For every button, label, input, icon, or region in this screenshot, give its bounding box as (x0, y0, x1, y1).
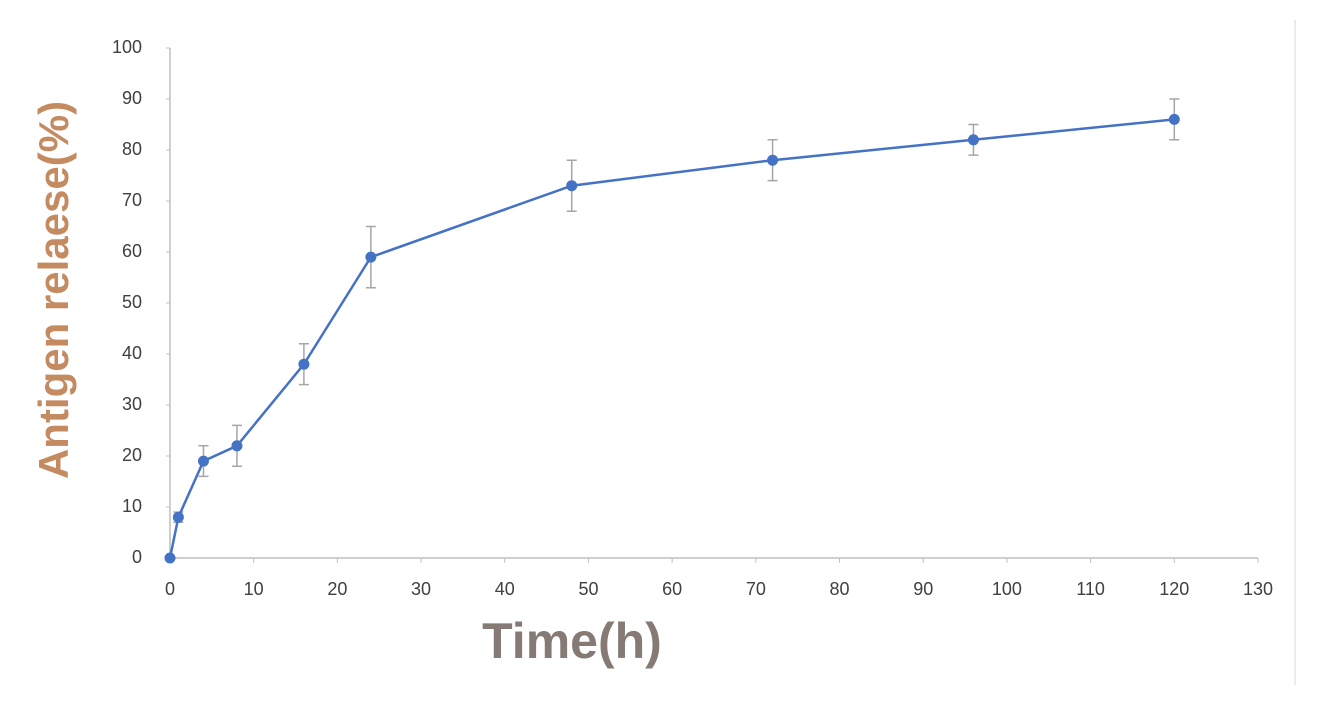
x-tick-label: 120 (1159, 579, 1189, 599)
data-point (164, 552, 176, 564)
y-tick-label: 100 (112, 37, 142, 57)
y-tick-label: 20 (122, 445, 142, 465)
series-line (168, 118, 1175, 559)
x-tick-label: 100 (992, 579, 1022, 599)
data-point (1168, 113, 1180, 125)
y-tick-label: 60 (122, 241, 142, 261)
data-point (298, 358, 310, 370)
y-axis-label: Antigen relaese(%) (30, 101, 77, 479)
y-tick-label: 80 (122, 139, 142, 159)
x-tick-label: 110 (1076, 579, 1105, 599)
data-point (566, 180, 578, 192)
data-point (231, 440, 243, 452)
x-tick-label: 60 (662, 579, 682, 599)
x-axis-label: Time(h) (482, 613, 662, 669)
data-point (197, 455, 209, 467)
y-tick-label: 50 (122, 292, 142, 312)
x-tick-label: 30 (411, 579, 431, 599)
data-point (967, 134, 979, 146)
y-tick-label: 10 (122, 496, 142, 516)
y-tick-label: 90 (122, 88, 142, 108)
data-point (172, 511, 184, 523)
y-tick-label: 70 (122, 190, 142, 210)
x-tick-label: 130 (1243, 579, 1273, 599)
y-tick-label: 40 (122, 343, 142, 363)
x-tick-label: 10 (244, 579, 264, 599)
x-tick-label: 20 (327, 579, 347, 599)
x-tick-label: 70 (746, 579, 766, 599)
y-tick-label: 30 (122, 394, 142, 414)
data-point (365, 251, 377, 263)
x-tick-label: 90 (913, 579, 933, 599)
x-tick-label: 40 (495, 579, 515, 599)
x-tick-label: 50 (578, 579, 598, 599)
data-point (767, 154, 779, 166)
x-tick-label: 0 (165, 579, 175, 599)
x-tick-label: 80 (830, 579, 850, 599)
y-tick-label: 0 (132, 547, 142, 567)
